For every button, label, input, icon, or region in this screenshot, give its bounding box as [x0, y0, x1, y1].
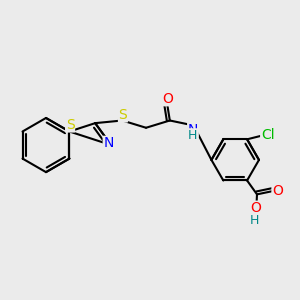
Text: O: O [162, 92, 173, 106]
Text: N: N [103, 136, 114, 150]
Text: N: N [188, 123, 198, 137]
Text: H: H [188, 129, 198, 142]
Text: O: O [250, 201, 261, 215]
Text: O: O [272, 184, 283, 198]
Text: Cl: Cl [261, 128, 274, 142]
Text: S: S [66, 118, 74, 132]
Text: H: H [250, 214, 259, 227]
Text: S: S [118, 108, 127, 122]
